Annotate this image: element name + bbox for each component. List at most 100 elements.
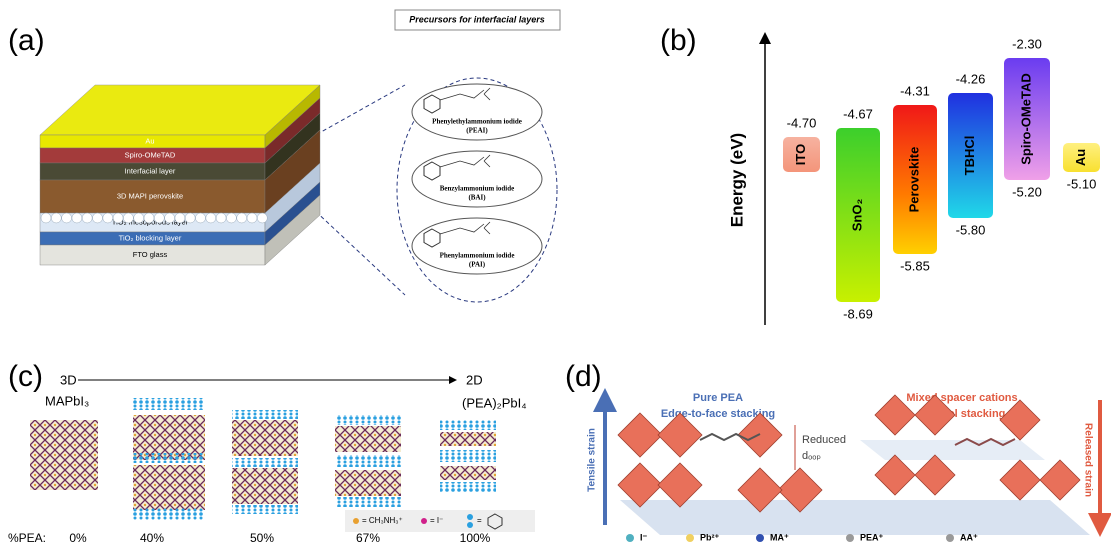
- panel-label: (a): [8, 24, 45, 57]
- legend-label: = CH₃NH₃⁺: [362, 516, 403, 525]
- particle: [71, 212, 83, 224]
- spacer-layer: [440, 450, 496, 462]
- energy-bar: [893, 105, 937, 254]
- level-value: -4.67: [843, 106, 873, 121]
- percentage: 67%: [356, 531, 380, 545]
- layer-label: Au: [145, 136, 154, 145]
- panel-c: (c) 3D 2D MAPbI₃ (PEA)₂PbI₄ %PEA: 0% 40% 50…: [8, 360, 535, 545]
- layer-label: Interfacial layer: [125, 166, 176, 175]
- substrate-plane: [620, 500, 1090, 535]
- octahedron: [874, 454, 916, 496]
- precursor-abbr: (PEAI): [466, 127, 488, 135]
- percentage: 50%: [250, 531, 274, 545]
- legend-label: I⁻: [640, 532, 648, 542]
- benzene: [487, 513, 503, 530]
- octahedron: [914, 394, 956, 436]
- percentage: 100%: [460, 531, 491, 545]
- legend-label: = I⁻: [430, 516, 443, 525]
- energy-bar: [1063, 143, 1100, 172]
- level-value: -4.26: [956, 71, 986, 86]
- particle: [133, 212, 144, 224]
- panel-b: (b) Energy (eV) ITO -4.70 SnO₂ -4.67 -8.69 Pe…: [660, 24, 1100, 325]
- precursor-abbr: (PAI): [469, 261, 486, 269]
- octahedron: [914, 454, 956, 496]
- precursor-abbr: (BAI): [468, 194, 486, 202]
- legend-symbol: [467, 514, 473, 520]
- octahedron: [777, 467, 823, 513]
- layer-label: TiO₂ blocking layer: [119, 233, 182, 242]
- spacer-layer: [335, 455, 401, 467]
- octahedron: [657, 412, 703, 458]
- octahedron: [657, 462, 703, 508]
- plane: [860, 440, 1045, 460]
- legend-symbol: [626, 534, 634, 542]
- bond: [439, 87, 491, 101]
- panel-label: (c): [8, 360, 43, 393]
- perovskite-block: [232, 420, 298, 456]
- legend-label: MA⁺: [770, 532, 789, 542]
- particle: [226, 212, 237, 224]
- benzene: [423, 228, 441, 248]
- particle: [205, 212, 217, 224]
- perovskite-block: [30, 420, 98, 490]
- octahedron: [617, 412, 663, 458]
- level-value: -8.69: [843, 306, 873, 321]
- spacer-layer: [232, 505, 298, 514]
- octahedron: [737, 467, 783, 513]
- particle: [236, 212, 247, 224]
- spacer-layer: [133, 453, 205, 463]
- level-value: -4.70: [787, 115, 817, 130]
- material-label: ITO: [793, 144, 808, 165]
- particle: [102, 212, 114, 224]
- perovskite-block: [133, 465, 205, 510]
- particle: [143, 212, 155, 224]
- annotation: dₒₒₚ: [802, 450, 821, 462]
- bond: [439, 221, 491, 235]
- level-value: -5.80: [956, 222, 986, 237]
- perovskite-block: [335, 426, 401, 452]
- particle: [154, 212, 165, 224]
- callout-title: Precursors for interfacial layers: [409, 14, 545, 24]
- octahedron: [617, 462, 663, 508]
- level-value: -5.20: [1012, 184, 1042, 199]
- particle: [174, 212, 186, 224]
- axis-label: Released strain: [1082, 423, 1093, 497]
- end-label: 2D: [466, 372, 483, 387]
- octahedron: [999, 459, 1041, 501]
- layer-label: Spiro-OMeTAD: [125, 150, 176, 159]
- spacer-layer: [232, 410, 298, 419]
- level-value: -5.10: [1067, 176, 1097, 191]
- legend-symbol: [421, 518, 427, 524]
- material-label: Au: [1073, 149, 1088, 166]
- particle: [81, 212, 93, 224]
- legend-symbol: [756, 534, 764, 542]
- panel-d: (d) Tensile strain Released strain Pure …: [565, 360, 1111, 542]
- particle: [40, 212, 52, 224]
- axis-label: Energy (eV): [727, 133, 746, 227]
- spacer-layer: [133, 398, 205, 410]
- particle: [112, 212, 124, 224]
- perovskite-block: [440, 466, 496, 480]
- panel-a: (a) Precursors for interfacial layers Au…: [8, 9, 561, 303]
- particle: [164, 212, 175, 224]
- bond: [439, 154, 491, 168]
- energy-bar: [783, 137, 820, 172]
- percentage: 40%: [140, 531, 164, 545]
- legend-label: Pb²⁺: [700, 532, 719, 542]
- precursor-ellipse: [411, 217, 543, 275]
- perovskite-block: [133, 415, 205, 460]
- legend-label: =: [477, 516, 482, 525]
- octahedron: [999, 399, 1041, 441]
- energy-bar: [948, 93, 993, 218]
- perovskite-block: [232, 468, 298, 504]
- legend-symbol: [353, 518, 359, 524]
- material-label: Perovskite: [906, 147, 921, 213]
- particle: [215, 212, 227, 224]
- perovskite-block: [440, 432, 496, 446]
- perovskite-block: [335, 470, 401, 496]
- precursor-name: Benzylammonium iodide: [440, 185, 514, 193]
- layer-label: FTO glass: [133, 250, 168, 259]
- particle: [257, 212, 268, 224]
- molecule: [699, 432, 761, 442]
- title: Pure PEA: [693, 392, 743, 404]
